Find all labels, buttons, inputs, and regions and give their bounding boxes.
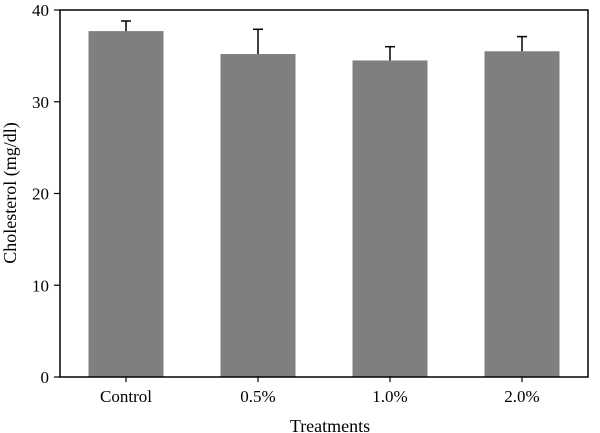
- y-tick-label-4: 40: [32, 1, 49, 20]
- error-bars-layer: [121, 20, 527, 61]
- y-axis-label: Cholesterol (mg/dl): [0, 122, 21, 263]
- bar-2: [352, 60, 428, 378]
- x-ticks-layer: Control 0.5% 1.0% 2.0%: [100, 377, 540, 406]
- bar-1: [220, 54, 296, 377]
- bars-layer: [88, 31, 560, 378]
- x-axis-label: Treatments: [290, 416, 370, 433]
- x-tick-label-3: 2.0%: [504, 387, 539, 406]
- y-tick-label-3: 30: [32, 93, 49, 112]
- x-tick-label-0: Control: [100, 387, 152, 406]
- y-tick-label-0: 0: [41, 368, 50, 387]
- x-tick-label-2: 1.0%: [372, 387, 407, 406]
- y-ticks-layer: 0 10 20 30 40: [32, 1, 60, 387]
- x-tick-label-1: 0.5%: [240, 387, 275, 406]
- bar-0: [88, 31, 164, 377]
- y-tick-label-1: 10: [32, 276, 49, 295]
- y-tick-label-2: 20: [32, 185, 49, 204]
- bar-3: [484, 51, 560, 377]
